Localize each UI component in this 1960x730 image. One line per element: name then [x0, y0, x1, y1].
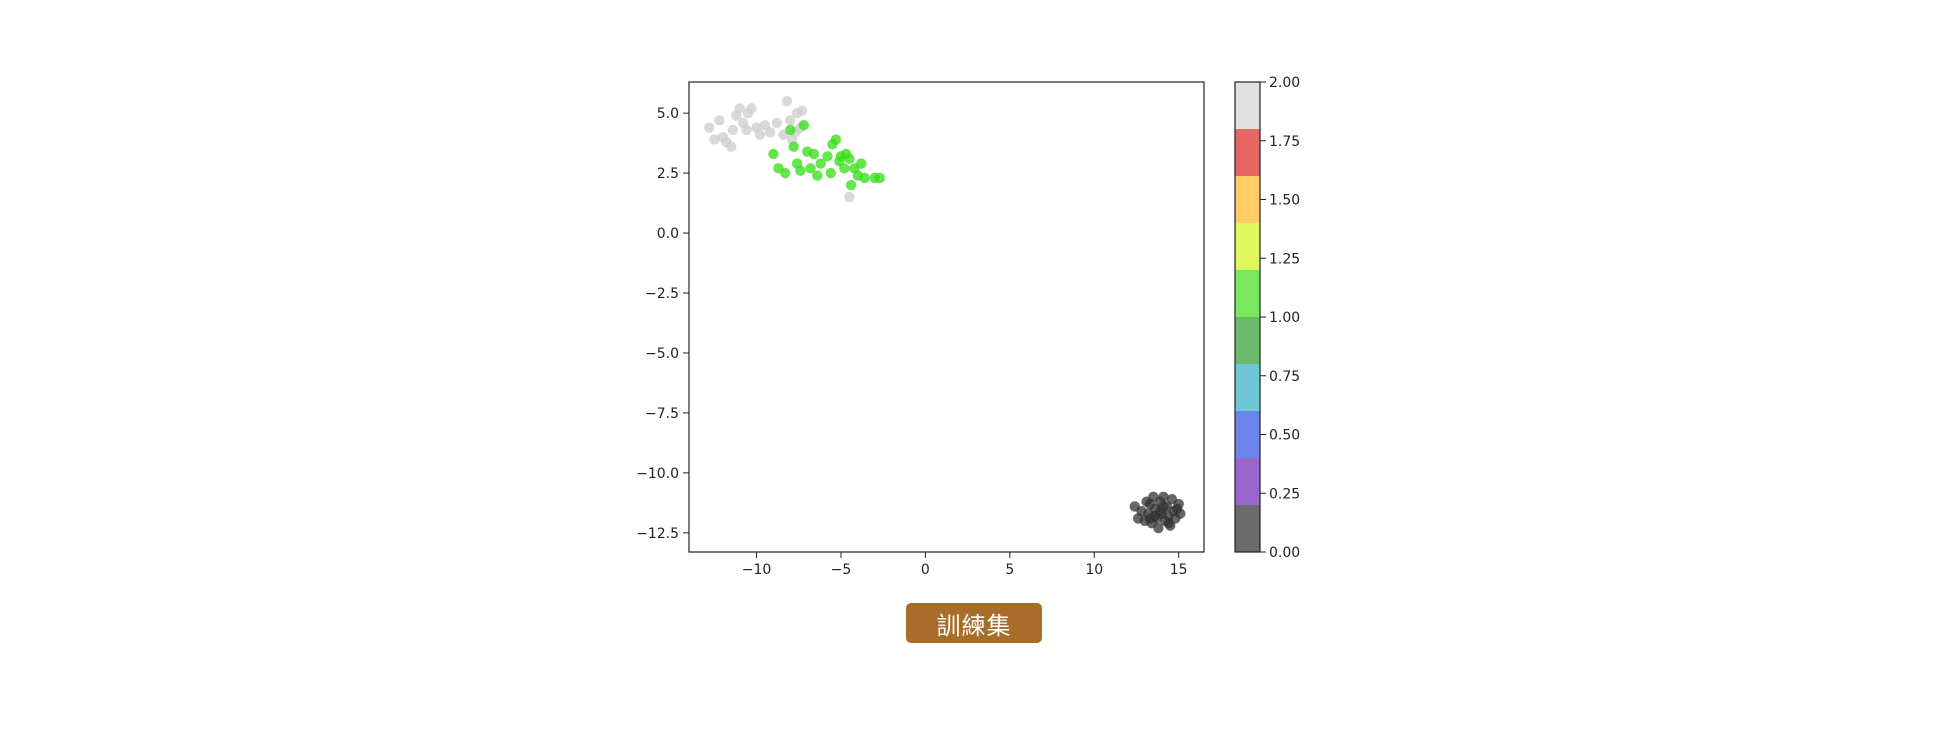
- y-tick-label: 5.0: [657, 106, 679, 122]
- colorbar-tick-label: 0.00: [1269, 545, 1300, 561]
- data-point: [812, 170, 823, 181]
- data-point: [764, 127, 776, 138]
- data-point: [825, 167, 837, 179]
- x-tick-label: −10: [742, 562, 772, 578]
- colorbar-segment: [1235, 270, 1260, 317]
- data-point: [785, 124, 796, 136]
- data-point: [874, 172, 886, 184]
- data-point: [805, 163, 816, 174]
- data-point: [714, 115, 725, 126]
- data-point: [844, 191, 855, 203]
- colorbar-tick-label: 0.25: [1269, 486, 1300, 502]
- data-point: [815, 158, 826, 169]
- data-point: [768, 148, 779, 160]
- y-tick-label: 2.5: [657, 166, 679, 182]
- colorbar-tick-label: 1.25: [1269, 251, 1300, 267]
- colorbar-segment: [1235, 458, 1260, 505]
- data-point: [798, 119, 810, 131]
- data-point: [822, 151, 833, 162]
- data-point: [759, 119, 771, 131]
- colorbar-segment: [1235, 411, 1260, 458]
- data-point: [704, 122, 715, 133]
- data-point: [1144, 513, 1156, 524]
- data-point: [785, 115, 796, 126]
- colorbar-tick-label: 0.50: [1269, 428, 1300, 444]
- data-point: [845, 179, 857, 191]
- data-point: [830, 134, 842, 145]
- colorbar-segment: [1235, 317, 1260, 364]
- data-point: [795, 165, 806, 176]
- colorbar-segment: [1235, 176, 1260, 223]
- colorbar-segment: [1235, 82, 1260, 129]
- data-point: [859, 172, 870, 184]
- dataset-badge: 訓練集: [906, 603, 1042, 643]
- colorbar-segment: [1235, 364, 1260, 411]
- data-point: [1158, 501, 1169, 512]
- x-tick-label: 0: [921, 562, 930, 578]
- colorbar-segment: [1235, 505, 1260, 552]
- data-point: [1158, 491, 1169, 503]
- x-tick-label: 5: [1005, 562, 1014, 578]
- x-tick-label: 15: [1170, 562, 1188, 578]
- y-tick-label: −7.5: [645, 406, 679, 422]
- data-point: [1153, 522, 1164, 534]
- y-tick-label: −5.0: [645, 346, 679, 362]
- data-point: [796, 105, 808, 116]
- data-point: [839, 163, 850, 174]
- data-point: [741, 124, 752, 136]
- data-point: [808, 148, 820, 160]
- colorbar-tick-label: 1.50: [1269, 193, 1300, 209]
- data-point: [1175, 508, 1186, 519]
- data-point: [754, 129, 766, 140]
- data-point: [781, 95, 793, 107]
- data-point: [844, 153, 855, 164]
- colorbar-segment: [1235, 223, 1260, 270]
- colorbar-tick-label: 1.75: [1269, 134, 1300, 150]
- data-point: [780, 167, 791, 179]
- x-tick-label: 10: [1085, 562, 1103, 578]
- colorbar-tick-label: 0.75: [1269, 369, 1300, 385]
- data-point: [727, 124, 739, 136]
- data-point: [726, 141, 737, 152]
- data-point: [771, 117, 783, 128]
- colorbar-tick-label: 2.00: [1269, 75, 1300, 91]
- x-tick-label: −5: [831, 562, 852, 578]
- colorbar-segment: [1235, 129, 1260, 176]
- y-tick-label: 0.0: [657, 226, 679, 242]
- colorbar-tick-label: 1.00: [1269, 310, 1300, 326]
- y-tick-label: −10.0: [636, 466, 679, 482]
- data-point: [746, 103, 757, 114]
- data-point: [788, 141, 799, 152]
- data-point: [709, 134, 720, 145]
- data-point: [734, 103, 745, 114]
- plot-area: −10 −5 0 5 10 15 5.0 2.5 0.0 −2.5 −5.0 −7.5 −10.0 −12…: [636, 81, 1205, 578]
- colorbar: 0.00 0.25 0.50 0.75 1.00 1.25 1.50 1.75 2.00: [1234, 75, 1300, 561]
- data-point: [1163, 518, 1174, 529]
- plot-frame: [688, 81, 1205, 553]
- data-point: [856, 158, 867, 169]
- y-tick-label: −2.5: [645, 286, 679, 302]
- y-tick-label: −12.5: [636, 526, 679, 542]
- data-point: [1173, 498, 1184, 510]
